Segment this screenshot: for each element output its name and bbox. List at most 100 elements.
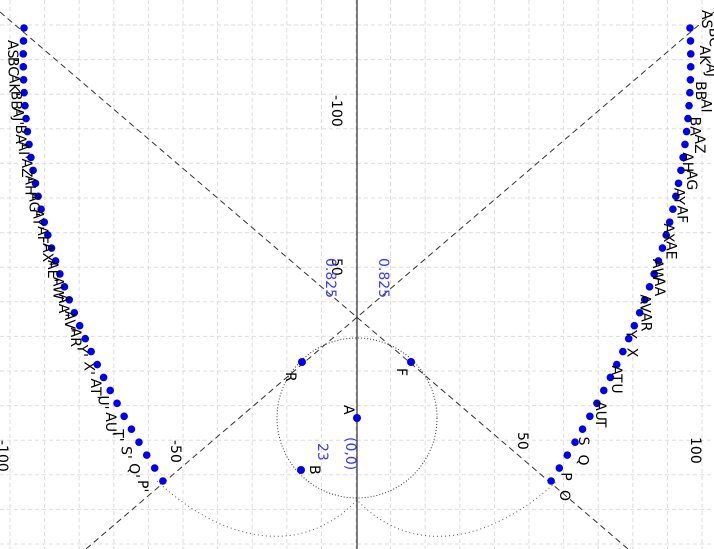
point <box>686 63 695 71</box>
point-label: AG' <box>25 192 41 216</box>
point-label: AU' <box>102 412 118 436</box>
point-label: AZ <box>691 134 707 153</box>
point <box>686 50 695 58</box>
point <box>686 75 695 84</box>
point <box>93 360 102 369</box>
point <box>19 75 28 84</box>
point <box>106 386 115 395</box>
point <box>99 373 108 382</box>
point <box>135 438 143 446</box>
point <box>586 412 594 421</box>
point-label: Q <box>574 454 590 465</box>
point <box>70 308 79 317</box>
point-label: T' <box>110 428 126 441</box>
x-tick-label: -50 <box>167 440 183 463</box>
point-label: AK <box>696 46 712 66</box>
point-label: BC' <box>5 57 21 80</box>
point <box>682 127 691 136</box>
point <box>40 218 49 226</box>
point <box>142 451 151 459</box>
point-label: Y <box>623 329 639 339</box>
point <box>87 347 95 356</box>
point <box>43 231 52 239</box>
point <box>686 88 694 97</box>
point-label: O <box>556 490 572 501</box>
point-label: R <box>282 372 298 382</box>
point <box>672 192 680 201</box>
point <box>654 257 663 265</box>
annotation: 23 <box>314 443 330 461</box>
point-label: AH <box>679 152 695 172</box>
point <box>578 425 587 434</box>
point-label: AW <box>649 259 665 282</box>
point-label: BB <box>692 81 708 100</box>
point-label: X' <box>80 362 96 375</box>
point-label: AK' <box>6 74 22 97</box>
point <box>650 270 658 278</box>
point <box>677 166 685 175</box>
point <box>674 179 683 188</box>
point <box>37 205 45 213</box>
point-label: AS' <box>4 40 20 62</box>
point <box>555 464 564 472</box>
point <box>407 358 415 366</box>
point-label: AU <box>592 401 608 421</box>
point <box>60 283 69 291</box>
point <box>27 153 35 162</box>
point-label: BA <box>686 117 702 137</box>
point <box>685 101 693 110</box>
point <box>298 358 306 366</box>
point-label: AF' <box>34 226 50 247</box>
point <box>635 308 644 317</box>
dashed-line <box>85 11 714 549</box>
point <box>640 296 649 304</box>
point-label: B <box>306 465 322 475</box>
point <box>684 114 692 123</box>
point-label: A <box>340 405 356 415</box>
point <box>612 360 621 369</box>
annotation: 0.825 <box>375 258 391 298</box>
point <box>127 425 136 434</box>
point <box>19 37 28 45</box>
point-label: AJ <box>702 63 714 77</box>
y-tick-label: 50 <box>328 258 344 276</box>
point <box>150 464 159 472</box>
dashed-line <box>0 11 629 549</box>
point <box>563 451 572 459</box>
point <box>669 205 677 213</box>
point <box>619 347 627 356</box>
point <box>25 140 33 149</box>
point <box>658 244 667 252</box>
curve <box>156 480 558 537</box>
point-label: AI <box>697 99 713 113</box>
point <box>593 399 601 408</box>
point <box>606 373 615 382</box>
point <box>159 477 167 485</box>
point <box>81 334 90 343</box>
point <box>75 321 84 330</box>
point <box>297 466 305 474</box>
point-label: AA <box>651 277 667 297</box>
point-label: AX <box>660 223 676 243</box>
point-label: AR' <box>67 328 83 351</box>
point-label: AW' <box>49 277 65 304</box>
point <box>624 334 633 343</box>
point-label: F <box>393 368 409 376</box>
point-label: AH' <box>22 175 38 199</box>
point-label: AG <box>683 170 699 190</box>
point-label: S <box>575 437 591 446</box>
point <box>65 296 74 304</box>
point-label: AY <box>670 188 686 205</box>
point <box>662 231 671 239</box>
point-label: BC <box>705 28 714 47</box>
point <box>547 477 555 485</box>
point-label: S' <box>117 446 133 459</box>
point-label: U' <box>94 395 110 409</box>
point <box>686 24 694 32</box>
y-tick-label: -100 <box>328 95 344 127</box>
x-tick-label: -100 <box>0 440 10 472</box>
point <box>23 127 32 136</box>
point <box>31 179 40 188</box>
point <box>681 140 689 149</box>
